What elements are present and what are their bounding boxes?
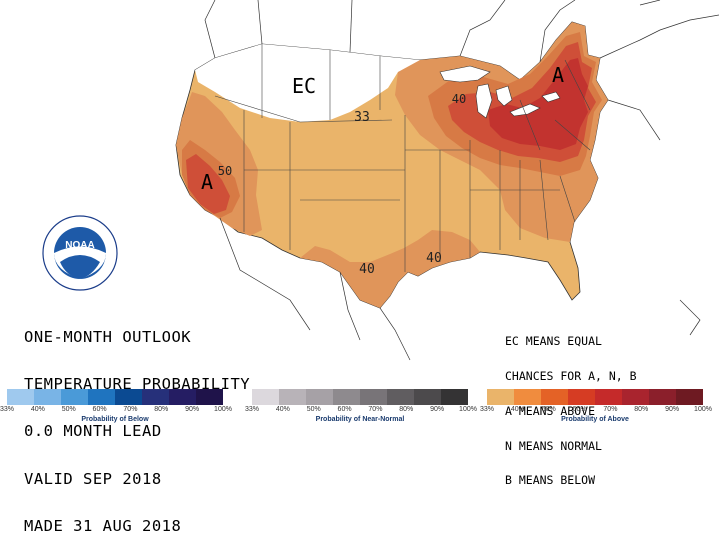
legend-note-line-5: B MEANS BELOW bbox=[505, 473, 596, 488]
legend-note-line-4: N MEANS NORMAL bbox=[505, 438, 602, 453]
normal-scale-swatch bbox=[360, 389, 387, 405]
outlook-map: NOAA EC A A 33 40 50 40 40 bbox=[42, 0, 719, 361]
legend-note-line-1: EC MEANS EQUAL bbox=[505, 334, 602, 349]
above-scale-tick: 50% bbox=[541, 406, 556, 413]
above-scale-tick: 70% bbox=[603, 406, 618, 413]
normal-scale-tick: 33% bbox=[244, 406, 260, 413]
state-boundaries bbox=[214, 44, 591, 272]
title-line-5: MADE 31 AUG 2018 bbox=[24, 517, 182, 536]
above-scale-swatch bbox=[487, 389, 514, 405]
normal-scale-swatch bbox=[333, 389, 360, 405]
below-scale-tick: 70% bbox=[123, 406, 138, 413]
below-scale-swatch bbox=[142, 389, 169, 405]
above-scale-title: Probability of Above bbox=[561, 416, 629, 423]
normal-scale-ticks: 33% 40% 50% 60% 70% 80% 90% 100% bbox=[245, 406, 477, 416]
above-scale-tick: 60% bbox=[572, 406, 587, 413]
above-scale-swatch bbox=[568, 389, 595, 405]
title-line-3: 0.0 MONTH LEAD bbox=[24, 422, 162, 441]
neighbor-boundaries bbox=[204, 0, 719, 361]
below-scale-tick: 40% bbox=[30, 406, 45, 413]
legend-note-line-3: A MEANS ABOVE bbox=[505, 403, 596, 418]
contour-label-33: 33 bbox=[354, 110, 370, 125]
below-scale-tick: 80% bbox=[154, 406, 169, 413]
below-scale-swatch bbox=[88, 389, 115, 405]
p60-west bbox=[186, 154, 230, 214]
above-scale-swatch bbox=[676, 389, 703, 405]
above-scale-swatch bbox=[622, 389, 649, 405]
below-scale-title: Probability of Below bbox=[81, 416, 149, 423]
title-line-4: VALID SEP 2018 bbox=[24, 469, 162, 488]
noaa-logo-text: NOAA bbox=[65, 240, 94, 251]
contour-label-50-w: 50 bbox=[218, 164, 232, 178]
normal-scale-tick: 90% bbox=[430, 406, 445, 413]
above-scale-tick: 90% bbox=[665, 406, 680, 413]
below-scale-swatch bbox=[34, 389, 61, 405]
below-scale-tick: 90% bbox=[185, 406, 200, 413]
normal-scale-tick: 70% bbox=[368, 406, 383, 413]
normal-scale bbox=[252, 389, 468, 405]
below-scale-swatch bbox=[196, 389, 223, 405]
normal-scale-swatch bbox=[414, 389, 441, 405]
above-scale-swatch bbox=[649, 389, 676, 405]
above-scale-swatch bbox=[514, 389, 541, 405]
above-scale-swatch bbox=[541, 389, 568, 405]
above-scale-tick: 33% bbox=[479, 406, 495, 413]
normal-scale-swatch bbox=[279, 389, 306, 405]
contour-label-40-se: 40 bbox=[426, 251, 442, 266]
below-scale-tick: 33% bbox=[0, 406, 15, 413]
normal-scale-swatch bbox=[441, 389, 468, 405]
normal-scale-swatch bbox=[252, 389, 279, 405]
below-scale-tick: 50% bbox=[61, 406, 76, 413]
above-label-west: A bbox=[201, 170, 213, 194]
normal-scale-swatch bbox=[306, 389, 333, 405]
noaa-logo: NOAA bbox=[42, 215, 118, 291]
normal-scale-swatch bbox=[387, 389, 414, 405]
legend-note-line-2: CHANCES FOR A, N, B bbox=[505, 368, 637, 383]
contour-label-40-ne: 40 bbox=[452, 92, 466, 106]
p40-south bbox=[300, 230, 480, 308]
normal-scale-tick: 100% bbox=[459, 406, 477, 413]
outlook-title: ONE-MONTH OUTLOOK TEMPERATURE PROBABILIT… bbox=[24, 298, 250, 551]
above-scale bbox=[487, 389, 703, 405]
above-label-east: A bbox=[552, 63, 564, 87]
below-scale-tick: 100% bbox=[214, 406, 232, 413]
below-scale-ticks: 33% 40% 50% 60% 70% 80% 90% 100% bbox=[0, 406, 232, 416]
great-lakes bbox=[439, 65, 561, 119]
normal-scale-tick: 40% bbox=[275, 406, 290, 413]
below-scale-swatch bbox=[7, 389, 34, 405]
normal-scale-tick: 60% bbox=[337, 406, 352, 413]
normal-scale-tick: 50% bbox=[306, 406, 321, 413]
above-scale-tick: 100% bbox=[694, 406, 712, 413]
above-scale-tick: 80% bbox=[634, 406, 649, 413]
title-line-1: ONE-MONTH OUTLOOK bbox=[24, 327, 192, 346]
below-scale-swatch bbox=[61, 389, 88, 405]
normal-scale-title: Probability of Near-Normal bbox=[315, 416, 405, 423]
above-scale-swatch bbox=[595, 389, 622, 405]
contour-label-40-sw: 40 bbox=[359, 262, 375, 277]
below-scale-swatch bbox=[115, 389, 142, 405]
title-line-2: TEMPERATURE PROBABILITY bbox=[24, 374, 251, 393]
above-scale-ticks: 33% 40% 50% 60% 70% 80% 90% 100% bbox=[480, 406, 712, 416]
normal-scale-tick: 80% bbox=[399, 406, 414, 413]
below-scale bbox=[7, 389, 223, 405]
ec-region bbox=[195, 44, 420, 122]
below-scale-swatch bbox=[169, 389, 196, 405]
below-scale-tick: 60% bbox=[92, 406, 107, 413]
ec-label: EC bbox=[292, 74, 316, 98]
above-scale-tick: 40% bbox=[510, 406, 525, 413]
